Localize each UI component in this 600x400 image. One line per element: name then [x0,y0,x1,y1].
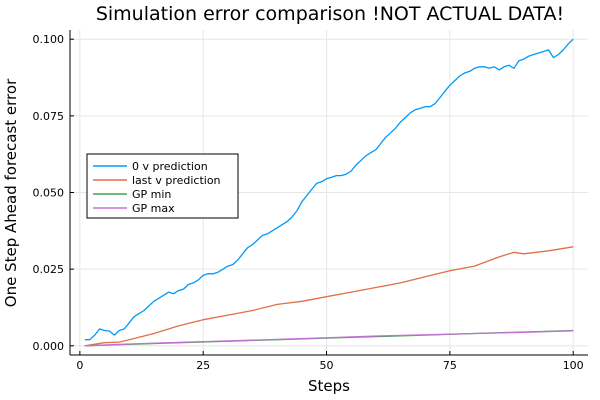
grid [70,30,588,355]
x-tick-label: 100 [563,359,584,372]
series-line-3 [84,330,574,347]
x-axis-title: Steps [308,377,350,395]
y-axis-title: One Step Ahead forecast error [2,78,20,307]
y-tick-label: 0.075 [33,110,65,123]
series-lines [84,38,574,347]
y-tick-label: 0.100 [33,33,65,46]
x-tick-label: 0 [76,359,83,372]
legend-label-3: GP max [132,202,175,215]
x-tick-label: 25 [196,359,210,372]
chart-title: Simulation error comparison !NOT ACTUAL … [96,3,564,25]
x-tick-label: 50 [320,359,334,372]
y-tick-label: 0.000 [33,340,65,353]
ticks: 0 25 50 75 100 0.000 0.025 0.050 0.075 0.100 [33,33,584,372]
y-tick-label: 0.050 [33,187,65,200]
x-tick-label: 75 [443,359,457,372]
legend-label-1: last v prediction [132,174,221,187]
legend-label-0: 0 v prediction [132,160,208,173]
y-tick-label: 0.025 [33,263,65,276]
legend-label-2: GP min [132,188,171,201]
series-line-0 [84,38,574,341]
series-line-1 [84,246,574,347]
